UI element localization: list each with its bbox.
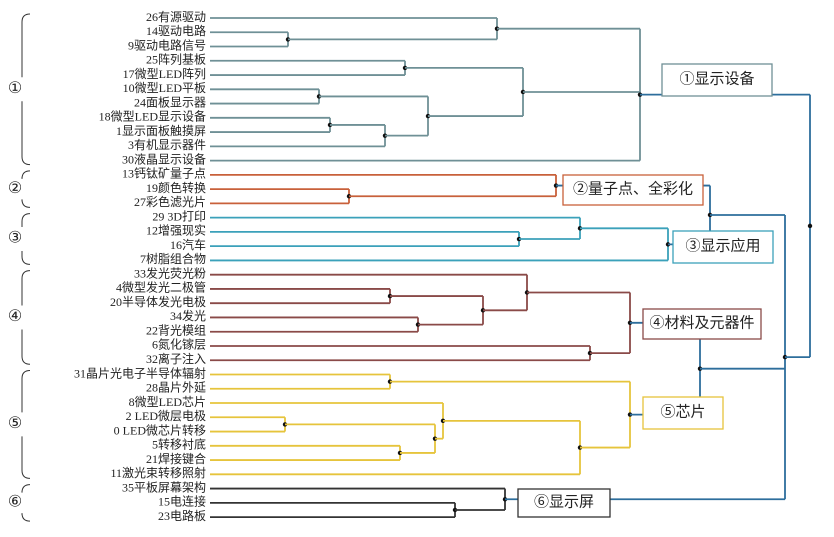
leaf-label: 16汽车 [170, 237, 206, 252]
group-label: ②量子点、全彩化 [573, 179, 693, 197]
leaf-label: 22背光模组 [146, 323, 206, 337]
leaf-label: 11激光束转移照射 [110, 465, 206, 480]
group-marker: ⑤ [8, 415, 22, 432]
leaf-label: 2 LED微层电极 [126, 409, 206, 423]
leaf-label: 27彩色滤光片 [134, 195, 206, 209]
leaf-label: 1显示面板触摸屏 [116, 124, 206, 138]
leaf-label: 31晶片光电子半导体辐射 [74, 365, 206, 380]
leaf-label: 8微型LED芯片 [129, 395, 206, 409]
leaf-label: 33发光荧光粉 [134, 265, 206, 280]
brace [21, 270, 31, 365]
group-marker: ④ [8, 308, 22, 325]
leaf-label: 30液晶显示设备 [122, 151, 206, 166]
leaf-label: 28晶片外延 [146, 381, 206, 395]
leaf-label: 26有源驱动 [146, 10, 206, 24]
leaf-label: 23电路板 [158, 508, 206, 523]
brace [21, 170, 31, 208]
group-marker: ③ [8, 230, 22, 247]
leaf-label: 19颜色转换 [146, 180, 206, 195]
leaf-label: 18微型LED显示设备 [99, 110, 206, 124]
leaf-label: 20半导体发光电极 [110, 294, 206, 309]
group-label: ⑥显示屏 [534, 493, 594, 510]
leaf-label: 17微型LED阵列 [123, 67, 206, 81]
group-label: ③显示应用 [685, 236, 760, 254]
group-box [517, 488, 611, 518]
leaf-label: 25阵列基板 [146, 53, 206, 67]
node [807, 223, 813, 229]
leaf-label: 6氮化镓层 [152, 337, 206, 352]
leaf-label: 24面板显示器 [134, 95, 206, 109]
brace [21, 13, 31, 166]
leaf-label: 34发光 [170, 308, 206, 323]
leaf-label: 14驱动电路 [146, 23, 206, 38]
group-box [642, 308, 762, 340]
group-box [672, 230, 774, 264]
group-box [562, 174, 704, 206]
leaf-label: 29 3D打印 [152, 209, 206, 223]
group-box [642, 396, 724, 430]
group-label: ④材料及元器件 [649, 314, 754, 331]
group-marker: ⑥ [8, 494, 22, 511]
group-label: ①显示设备 [679, 70, 754, 87]
group-marker: ② [8, 180, 22, 197]
group-box [661, 63, 773, 97]
leaf-label: 4微型发光二极管 [116, 280, 206, 295]
leaf-label: 9驱动电路信号 [128, 37, 206, 52]
leaf-label: 35平板屏幕架构 [122, 479, 206, 494]
group-label: ⑤芯片 [660, 403, 705, 420]
leaf-label: 21焊接键合 [146, 451, 206, 466]
leaf-label: 5转移衬底 [152, 437, 206, 452]
group-marker: ① [8, 80, 22, 97]
leaf-label: 12增强现实 [146, 223, 206, 238]
brace [21, 213, 31, 265]
leaf-label: 32离子注入 [146, 351, 206, 366]
leaf-label: 3有机显示器件 [128, 138, 206, 152]
brace [21, 370, 31, 479]
leaf-label: 0 LED微芯片转移 [114, 422, 206, 437]
leaf-label: 10微型LED平板 [123, 81, 206, 95]
leaf-label: 13钙钛矿量子点 [122, 166, 206, 181]
leaf-label: 7树脂组合物 [140, 251, 206, 266]
brace [21, 484, 31, 522]
leaf-label: 15电连接 [158, 494, 206, 509]
